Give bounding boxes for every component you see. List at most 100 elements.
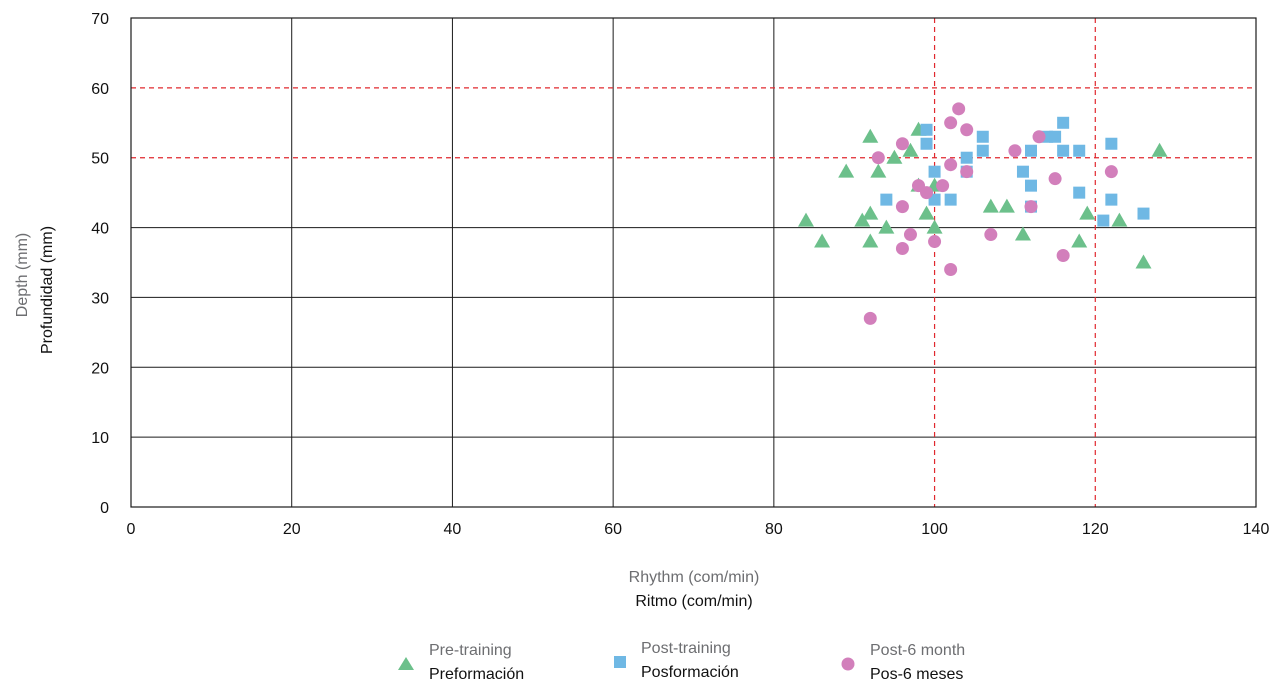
- x-tick-label: 80: [765, 521, 783, 538]
- pre-training-point: [1014, 226, 1031, 241]
- pre-training-point: [886, 149, 903, 164]
- y-tick-label: 30: [91, 290, 109, 307]
- pre-training-point: [926, 219, 943, 234]
- post-6-month-point: [920, 186, 934, 200]
- post-6-month-point: [1008, 144, 1022, 158]
- post-6-month-point: [1032, 130, 1046, 144]
- post-6-month-point: [944, 116, 958, 130]
- post-training-point: [1097, 214, 1110, 227]
- post-training-point: [1137, 207, 1150, 220]
- data-points: [798, 102, 1168, 325]
- x-axis-ticks: 0 20 40 60 80 100 120 140: [127, 521, 1270, 538]
- y-tick-label: 40: [91, 221, 109, 238]
- pre-training-point: [998, 198, 1015, 213]
- post-6-month-point: [871, 151, 885, 165]
- post-training-point: [1025, 144, 1037, 157]
- x-tick-label: 140: [1243, 521, 1270, 538]
- post-6-month-point: [944, 158, 958, 172]
- x-axis-label-en: Rhythm (com/min): [629, 569, 760, 586]
- legend-label-pre-training-es: Preformación: [429, 666, 524, 683]
- x-tick-label: 120: [1082, 521, 1109, 538]
- pre-training-point: [1135, 254, 1152, 269]
- post-training-point: [1105, 193, 1118, 206]
- x-tick-label: 60: [604, 521, 622, 538]
- post-training-point: [944, 193, 957, 206]
- post-training-point: [1057, 144, 1070, 157]
- post-6-month-point: [928, 235, 942, 249]
- post-6-month-point: [1048, 172, 1062, 186]
- y-axis-ticks: 0 10 20 30 40 50 60 70: [91, 11, 109, 517]
- pre-training-point: [854, 212, 871, 227]
- pre-training-point: [838, 163, 855, 178]
- grid-lines: [130, 17, 1257, 508]
- post-training-point: [976, 130, 989, 143]
- pre-training-point: [878, 219, 895, 234]
- post-training-point: [1025, 179, 1037, 192]
- pre-training-point: [798, 212, 814, 227]
- x-tick-label: 20: [283, 521, 301, 538]
- post-training-point: [1049, 130, 1062, 143]
- legend-item-pre-training: Pre-training Preformación: [398, 642, 524, 683]
- pre-training-point: [1111, 212, 1128, 227]
- x-axis-label-es: Ritmo (com/min): [635, 593, 752, 610]
- post-training-point: [1073, 144, 1086, 157]
- y-tick-label: 60: [91, 81, 109, 98]
- post-6-month-point: [903, 228, 917, 242]
- y-axis-label-es: Profundidad (mm): [39, 226, 56, 354]
- legend-label-post-6-month-es: Pos-6 meses: [870, 666, 963, 683]
- post-6-month-point: [895, 242, 909, 256]
- post-training-point: [920, 137, 933, 150]
- legend-label-post-training-en: Post-training: [641, 640, 731, 657]
- y-tick-label: 50: [91, 151, 109, 168]
- reference-lines: [131, 18, 1256, 507]
- post-6-month-point: [944, 262, 958, 276]
- x-tick-label: 100: [921, 521, 948, 538]
- pre-training-point: [862, 205, 879, 220]
- post-6-month-point: [895, 137, 909, 151]
- legend-item-post-6-month: Post-6 month Pos-6 meses: [841, 642, 965, 683]
- post-6-month-point: [863, 311, 877, 325]
- post-6-month-point: [960, 165, 974, 179]
- post-training-point: [928, 165, 941, 178]
- post-6-month-point: [895, 200, 909, 214]
- pre-training-point: [1079, 205, 1096, 220]
- legend: Pre-training Preformación Post-training …: [398, 640, 965, 683]
- legend-label-pre-training-en: Pre-training: [429, 642, 512, 659]
- pre-training-point: [1151, 142, 1168, 157]
- post-training-point: [1105, 137, 1118, 150]
- plot-area: [130, 17, 1257, 508]
- post-6-month-point: [1104, 165, 1118, 179]
- post-training-point: [1057, 116, 1070, 129]
- x-tick-label: 40: [444, 521, 462, 538]
- y-tick-label: 20: [91, 360, 109, 377]
- pre-training-point: [918, 205, 935, 220]
- x-tick-label: 0: [127, 521, 136, 538]
- post-training-point: [920, 123, 933, 136]
- pre-training-point: [862, 233, 879, 248]
- post-6-month-point: [952, 102, 966, 116]
- legend-triangle-marker: [398, 657, 414, 670]
- y-axis-label-en: Depth (mm): [14, 233, 31, 317]
- legend-item-post-training: Post-training Posformación: [614, 640, 739, 681]
- post-6-month-point: [984, 228, 998, 242]
- post-6-month-point: [1056, 249, 1070, 263]
- post-6-month-point: [1024, 200, 1038, 214]
- legend-circle-marker: [841, 657, 855, 671]
- pre-training-point: [902, 142, 919, 157]
- post-training-point: [880, 193, 893, 206]
- legend-label-post-6-month-en: Post-6 month: [870, 642, 965, 659]
- legend-square-marker: [614, 656, 626, 668]
- y-tick-label: 0: [100, 500, 109, 517]
- post-training-point: [976, 144, 989, 157]
- pre-training-point: [814, 233, 831, 248]
- pre-training-point: [1071, 233, 1088, 248]
- pre-training-point: [982, 198, 999, 213]
- legend-label-post-training-es: Posformación: [641, 664, 739, 681]
- pre-training-point: [862, 128, 879, 143]
- post-6-month-point: [936, 179, 950, 193]
- pre-training-point: [870, 163, 887, 178]
- y-tick-label: 70: [91, 11, 109, 28]
- post-training-point: [1016, 165, 1029, 178]
- post-training-point: [1073, 186, 1086, 199]
